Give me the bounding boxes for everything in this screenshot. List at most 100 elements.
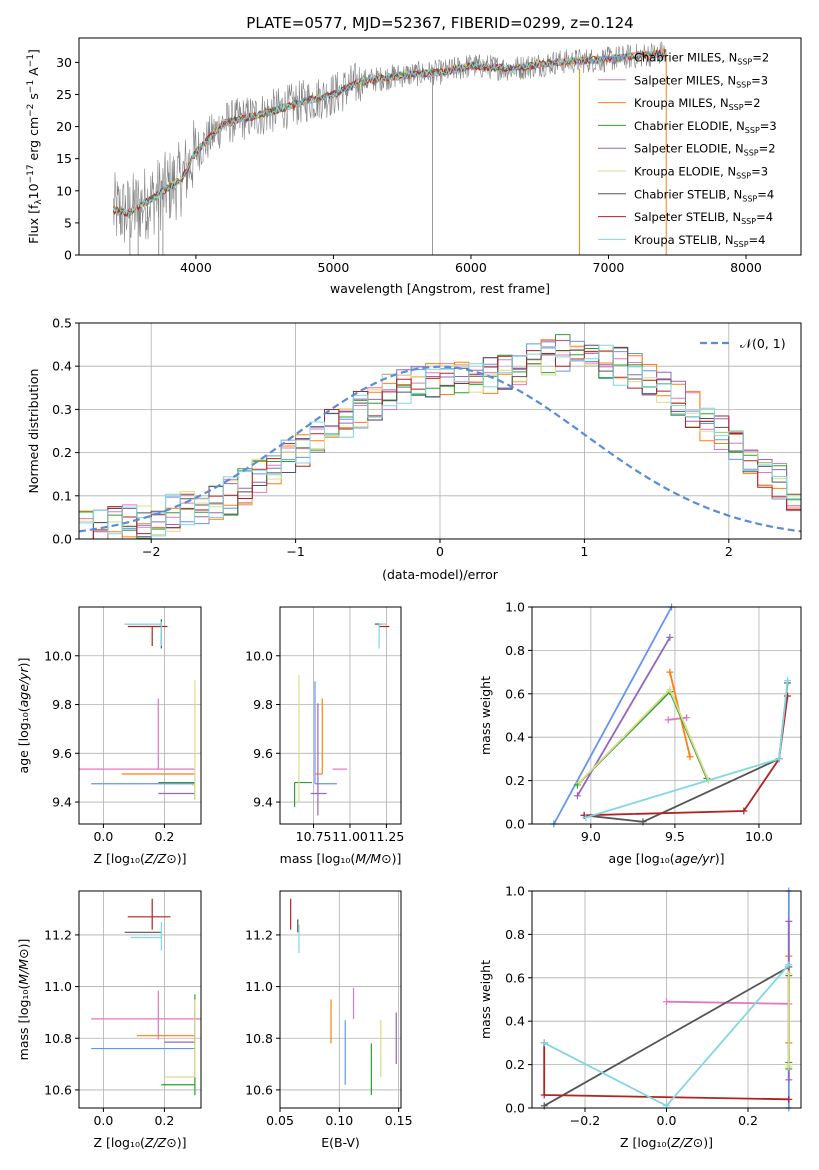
x-tick-label: 0.10 bbox=[325, 1113, 353, 1128]
legend-nssp: 2 bbox=[762, 51, 769, 65]
plot-area bbox=[550, 603, 792, 828]
plot-area bbox=[290, 898, 397, 1096]
y-axis-label: mass weight bbox=[478, 960, 493, 1039]
y-tick-label: 25 bbox=[56, 87, 72, 102]
x-tick-label: 11.25 bbox=[369, 829, 405, 844]
weight-line-1 bbox=[666, 1000, 789, 1005]
legend-model-name: Kroupa ELODIE bbox=[634, 165, 720, 179]
y-tick-label: 0.3 bbox=[52, 402, 72, 417]
weight-marker bbox=[573, 792, 581, 800]
legend-nssp: 4 bbox=[758, 233, 765, 247]
y-tick-label: 1.0 bbox=[505, 884, 525, 899]
y-tick-label: 20 bbox=[56, 119, 72, 134]
legend-entry: Salpeter STELIB, NSSP=4 bbox=[634, 210, 773, 226]
errorbar-point bbox=[130, 922, 162, 951]
panel-residuals: −2 −1 0 1 2 0.0 0.1 0.2 0.3 0.4 0.5 𝒩(0, 1) (data-mo… bbox=[26, 316, 802, 582]
errorbar-point bbox=[191, 680, 196, 800]
y-tick-label: 9.6 bbox=[253, 746, 273, 761]
weight-line-5 bbox=[578, 687, 710, 784]
weight-marker bbox=[666, 668, 674, 676]
legend-nssp: 3 bbox=[761, 73, 768, 87]
legend-nssp: 4 bbox=[766, 210, 773, 224]
x-tick-label: −0.2 bbox=[570, 1113, 600, 1128]
plot-area bbox=[540, 887, 793, 1112]
y-tick-label: 5 bbox=[64, 215, 72, 230]
y-tick-label: 9.8 bbox=[253, 697, 273, 712]
y-tick-label: 0.6 bbox=[505, 686, 525, 701]
y-tick-label: 0.2 bbox=[52, 445, 72, 460]
y-tick-label: 10.0 bbox=[245, 648, 273, 663]
axes-frame: 9.0 9.5 10.0 0.0 0.2 0.4 0.6 0.8 1.0 age [log₁₀(a… bbox=[478, 600, 802, 866]
weight-marker bbox=[664, 716, 672, 724]
x-tick-label: 10.0 bbox=[745, 829, 773, 844]
x-axis-label: age [log₁₀(age/yr)] bbox=[609, 851, 725, 866]
errorbar-point bbox=[161, 994, 196, 1096]
y-tick-label: 0.2 bbox=[505, 1057, 525, 1072]
y-tick-label: 0.8 bbox=[505, 927, 525, 942]
legend-entry: 𝒩(0, 1) bbox=[740, 336, 786, 351]
x-tick-label: 10.75 bbox=[296, 829, 332, 844]
weight-marker bbox=[540, 1039, 548, 1047]
errorbar-point bbox=[158, 781, 196, 800]
weight-marker bbox=[666, 633, 674, 641]
y-tick-label: 0.8 bbox=[505, 643, 525, 658]
weight-marker bbox=[683, 714, 691, 722]
x-tick-label: 0.2 bbox=[154, 1113, 174, 1128]
histogram-8 bbox=[79, 344, 801, 537]
weight-marker bbox=[785, 1061, 793, 1069]
y-tick-label: 0.0 bbox=[505, 1101, 525, 1116]
model-spectrum-8 bbox=[113, 48, 667, 215]
y-tick-label: 9.8 bbox=[52, 697, 72, 712]
axes-frame: 0.0 0.2 10.6 10.8 11.0 11.2 Z [log₁₀(Z/Z⊙)] mas… bbox=[16, 890, 202, 1150]
axes-box bbox=[279, 890, 402, 1109]
axes-frame: 4000 5000 6000 7000 8000 0 5 10 15 20 25 30 Chabrier… bbox=[26, 37, 802, 296]
legend-model-name: Salpeter STELIB bbox=[634, 210, 725, 224]
errorbar-point bbox=[314, 698, 323, 775]
errorbar-point bbox=[314, 681, 337, 785]
weight-marker bbox=[785, 969, 793, 977]
y-tick-label: 30 bbox=[56, 55, 72, 70]
y-axis-label: Flux [fλ10−17 erg cm−2 s−1 A−1] bbox=[26, 49, 44, 244]
x-axis-label: wavelength [Angstrom, rest frame] bbox=[330, 281, 550, 296]
plot-area bbox=[78, 334, 802, 540]
y-axis-label: age [log₁₀(age/yr)] bbox=[16, 658, 31, 774]
weight-line-6 bbox=[584, 682, 789, 823]
weight-marker bbox=[785, 1076, 793, 1084]
panel-z-mass: 0.0 0.2 10.6 10.8 11.0 11.2 Z [log₁₀(Z/Z⊙)] mas… bbox=[16, 890, 202, 1150]
legend-entry: Kroupa STELIB, NSSP=4 bbox=[634, 233, 766, 249]
axes-box bbox=[78, 37, 802, 256]
y-tick-label: 10.8 bbox=[44, 1031, 72, 1046]
weight-line-6 bbox=[543, 966, 790, 1107]
x-axis-label: Z [log₁₀(Z/Z⊙)] bbox=[94, 851, 187, 866]
errorbar-point bbox=[164, 999, 196, 1078]
legend-model-name: Salpeter ELODIE bbox=[634, 142, 728, 156]
plot-area bbox=[91, 898, 201, 1096]
y-tick-label: 10.0 bbox=[44, 648, 72, 663]
y-tick-label: 0.0 bbox=[505, 817, 525, 832]
x-tick-label: 1 bbox=[580, 544, 588, 559]
legend-nssp: 4 bbox=[767, 187, 774, 201]
plot-area bbox=[293, 623, 390, 816]
legend-nssp: 2 bbox=[768, 142, 775, 156]
x-tick-label: 0.0 bbox=[657, 1113, 677, 1128]
weight-marker bbox=[540, 1091, 548, 1099]
histogram-6 bbox=[79, 344, 801, 540]
legend-entry: Salpeter ELODIE, NSSP=2 bbox=[634, 142, 776, 158]
observed-spectrum bbox=[113, 41, 667, 243]
y-tick-label: 0.1 bbox=[52, 488, 72, 503]
legend-nssp: 3 bbox=[761, 165, 768, 179]
legend-entry: Salpeter MILES, NSSP=3 bbox=[634, 73, 768, 89]
weight-line-7 bbox=[584, 695, 789, 817]
legend-model-name: Kroupa MILES bbox=[634, 96, 713, 110]
legend-entry: Kroupa ELODIE, NSSP=3 bbox=[634, 165, 768, 181]
y-tick-label: 11.2 bbox=[245, 927, 273, 942]
errorbar-point bbox=[164, 1011, 196, 1043]
axes-frame: −0.2 0.0 0.2 0.0 0.2 0.4 0.6 0.8 1.0 Z [log₁₀(Z/Z… bbox=[478, 884, 802, 1150]
y-tick-label: 0.2 bbox=[505, 773, 525, 788]
legend-model-name: Chabrier ELODIE bbox=[634, 119, 729, 133]
x-tick-label: −1 bbox=[286, 544, 304, 559]
y-tick-label: 1.0 bbox=[505, 600, 525, 615]
y-tick-label: 11.0 bbox=[245, 979, 273, 994]
x-tick-label: 0.05 bbox=[266, 1113, 294, 1128]
